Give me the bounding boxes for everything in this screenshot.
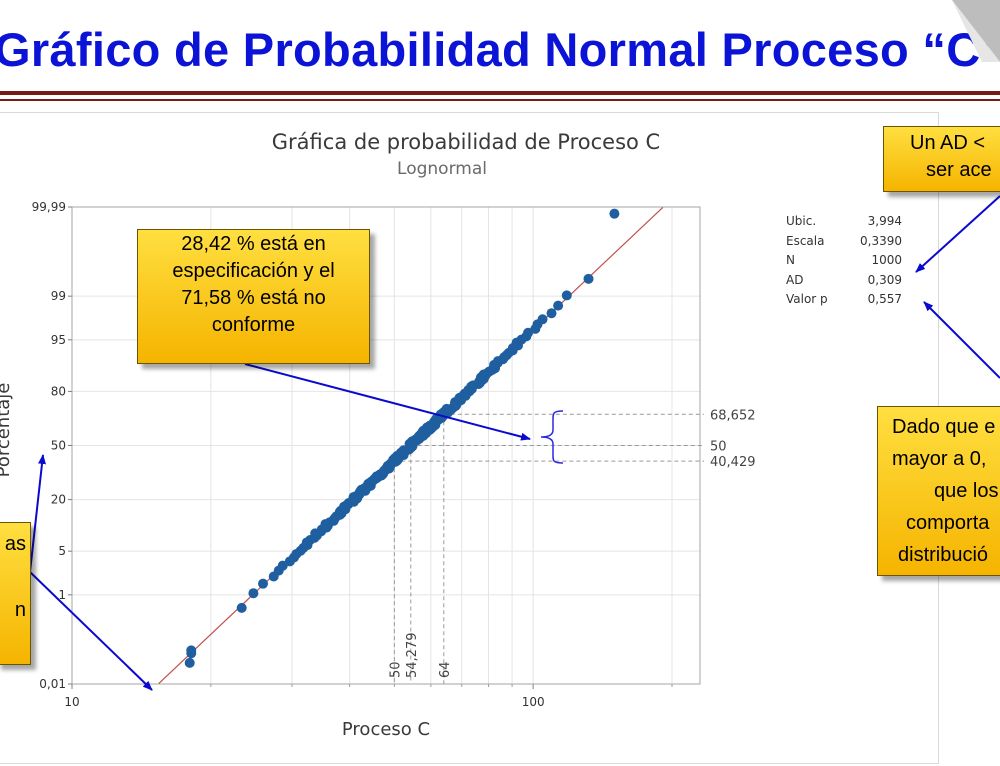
ref-y-label: 40,429 bbox=[710, 455, 756, 470]
ref-x-label: 50 bbox=[388, 661, 403, 678]
callout-ad: Un AD < ser ace bbox=[883, 126, 1000, 192]
x-tick-label: 10 bbox=[64, 695, 79, 709]
chart-frame bbox=[0, 112, 939, 764]
data-point bbox=[609, 208, 620, 219]
stats-row-scale: Escala 0,3390 bbox=[786, 233, 902, 248]
callout-pvalue: Dado que e mayor a 0, que los comporta d… bbox=[877, 406, 1000, 576]
y-tick-label: 50 bbox=[51, 439, 66, 453]
page-curl-icon bbox=[952, 0, 1000, 62]
ref-x-label: 64 bbox=[438, 661, 453, 678]
y-axis-label: Porcentaje bbox=[0, 383, 14, 478]
stats-row-location: Ubic. 3,994 bbox=[786, 214, 902, 228]
title-rule-thin bbox=[0, 99, 1000, 101]
y-tick-label: 5 bbox=[58, 544, 66, 558]
y-tick-label: 1 bbox=[58, 588, 66, 602]
data-point bbox=[583, 273, 594, 284]
x-ticks: 10 100 bbox=[64, 684, 673, 709]
brace bbox=[540, 410, 564, 464]
data-point bbox=[248, 588, 259, 599]
left-diag-arrow bbox=[29, 571, 153, 691]
y-tick-label: 95 bbox=[51, 333, 66, 347]
callout-spec-arrow bbox=[244, 363, 531, 441]
x-tick-label: 100 bbox=[522, 695, 545, 709]
data-points bbox=[184, 208, 620, 668]
y-tick-label: 99 bbox=[51, 289, 66, 303]
data-point bbox=[546, 308, 557, 319]
x-axis-label: Proceso C bbox=[342, 719, 430, 740]
chart-subtitle: Lognormal bbox=[397, 159, 487, 179]
stats-row-n: N 1000 bbox=[786, 253, 902, 267]
y-ticks: 0,01 1 5 20 50 80 95 99 99,99 bbox=[32, 200, 72, 691]
data-point bbox=[186, 648, 197, 659]
stats-table: Ubic. 3,994 Escala 0,3390 N 1000 AD 0,309 Va… bbox=[786, 212, 902, 310]
stats-row-pvalue: Valor p 0,557 bbox=[786, 292, 902, 306]
y-tick-label: 99,99 bbox=[32, 200, 66, 214]
y-tick-label: 20 bbox=[51, 493, 66, 507]
callout-left: as n bbox=[0, 522, 31, 665]
data-point bbox=[236, 602, 247, 613]
ref-y-label: 50 bbox=[710, 440, 727, 455]
slide-title: Gráfico de Probabilidad Normal Proceso “… bbox=[0, 23, 1000, 76]
ref-y-label: 68,652 bbox=[710, 408, 756, 423]
pvalue-arrow bbox=[923, 301, 1000, 379]
y-tick-label: 0,01 bbox=[39, 677, 66, 691]
ad-arrow bbox=[915, 195, 1000, 273]
data-point bbox=[258, 578, 269, 589]
chart-title: Gráfica de probabilidad de Proceso C bbox=[271, 130, 661, 154]
data-point bbox=[561, 290, 572, 301]
data-point bbox=[184, 657, 195, 668]
data-point bbox=[523, 327, 534, 338]
data-point bbox=[537, 314, 548, 325]
stats-row-ad: AD 0,309 bbox=[786, 272, 902, 287]
data-point bbox=[553, 300, 564, 311]
left-up-arrow bbox=[29, 454, 46, 573]
callout-spec: 28,42 % está en especificación y el 71,5… bbox=[137, 229, 370, 364]
y-tick-label: 80 bbox=[51, 384, 66, 398]
title-rule bbox=[0, 91, 1000, 95]
ref-x-label: 54,279 bbox=[405, 633, 420, 679]
